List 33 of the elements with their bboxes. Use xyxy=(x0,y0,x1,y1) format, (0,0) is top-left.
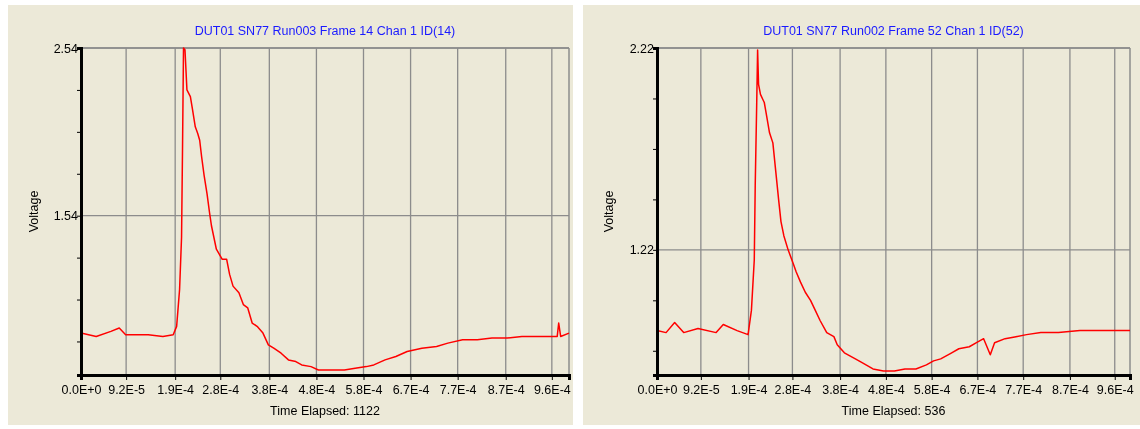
x-tick-label: 8.7E-4 xyxy=(1052,383,1089,398)
x-tick-label: 0.0E+0 xyxy=(637,383,678,398)
x-tick-label: 4.8E-4 xyxy=(298,383,336,398)
x-tick-label: 5.8E-4 xyxy=(913,383,951,398)
x-tick-label: 9.6E-4 xyxy=(1096,383,1134,398)
x-tick-label: 3.8E-4 xyxy=(822,383,860,398)
y-tick-label: 2.22 xyxy=(629,41,655,56)
x-tick-label: 1.9E-4 xyxy=(730,383,768,398)
y-tick-label: 1.22 xyxy=(629,243,655,258)
chart-title: DUT01 SN77 Run002 Frame 52 Chan 1 ID(52) xyxy=(763,24,1024,38)
x-axis-title: Time Elapsed: 1122 xyxy=(270,404,380,418)
chart-title: DUT01 SN77 Run003 Frame 14 Chan 1 ID(14) xyxy=(194,24,456,38)
x-tick-label: 9.2E-5 xyxy=(108,383,146,398)
x-tick-label: 2.8E-4 xyxy=(774,383,812,398)
y-tick-label: 2.54 xyxy=(53,41,79,56)
x-tick-label: 7.7E-4 xyxy=(439,383,477,398)
y-axis-title: Voltage xyxy=(27,190,41,233)
x-tick-label: 6.7E-4 xyxy=(959,383,997,398)
x-tick-label: 6.7E-4 xyxy=(392,383,430,398)
x-tick-label: 0.0E+0 xyxy=(61,383,102,398)
x-tick-label: 3.8E-4 xyxy=(251,383,289,398)
x-tick-label: 7.7E-4 xyxy=(1005,383,1043,398)
line-series xyxy=(656,49,1131,372)
y-axis-title: Voltage xyxy=(602,190,616,233)
x-tick-label: 1.9E-4 xyxy=(157,383,195,398)
y-tick-label: 1.54 xyxy=(53,209,79,224)
x-tick-label: 9.2E-5 xyxy=(682,383,720,398)
x-axis-title: Time Elapsed: 536 xyxy=(841,404,946,418)
x-tick-label: 9.6E-4 xyxy=(533,383,571,398)
x-tick-label: 4.8E-4 xyxy=(867,383,905,398)
x-tick-label: 2.8E-4 xyxy=(202,383,240,398)
x-tick-label: 8.7E-4 xyxy=(487,383,525,398)
x-tick-label: 5.8E-4 xyxy=(345,383,383,398)
